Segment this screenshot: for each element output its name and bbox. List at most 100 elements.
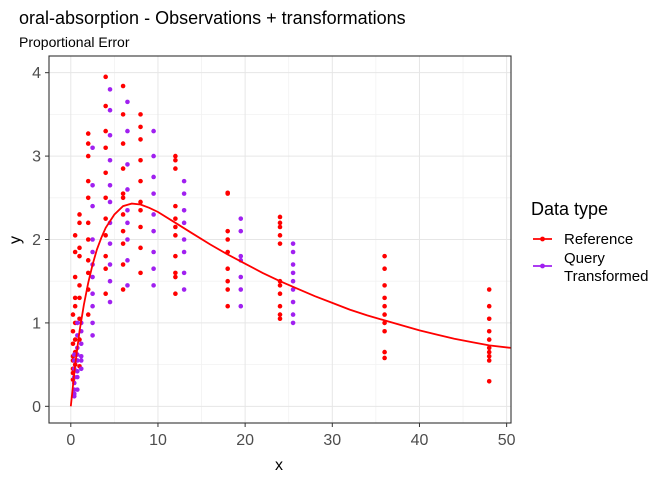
- point-query-transformed: [151, 266, 156, 271]
- legend-entry-label-line: Reference: [564, 231, 633, 248]
- point-query-transformed: [181, 178, 187, 184]
- point-reference: [70, 312, 76, 317]
- point-reference: [72, 249, 78, 255]
- point-query-transformed: [290, 249, 296, 255]
- point-reference: [103, 291, 108, 297]
- point-reference: [138, 137, 143, 142]
- x-tick-label: 30: [323, 432, 341, 449]
- point-reference: [225, 303, 230, 309]
- y-tick-label: 4: [32, 65, 41, 82]
- point-query-transformed: [238, 287, 244, 292]
- point-reference: [138, 199, 143, 205]
- point-reference: [85, 220, 91, 226]
- point-query-transformed: [125, 187, 130, 192]
- point-query-transformed: [107, 199, 113, 205]
- point-reference: [72, 337, 78, 342]
- point-query-transformed: [90, 203, 95, 209]
- point-query-transformed: [181, 220, 187, 226]
- point-query-transformed: [107, 299, 113, 305]
- point-reference: [85, 237, 91, 242]
- point-reference: [277, 283, 283, 288]
- point-reference: [173, 233, 178, 238]
- point-reference: [173, 253, 178, 259]
- point-query-transformed: [125, 283, 130, 288]
- point-reference: [85, 258, 91, 263]
- point-query-transformed: [78, 341, 84, 347]
- point-reference: [173, 153, 178, 159]
- point-query-transformed: [238, 274, 244, 280]
- point-query-transformed: [238, 228, 244, 234]
- point-query-transformed: [151, 249, 156, 255]
- point-reference: [486, 349, 492, 355]
- point-query-transformed: [90, 249, 95, 255]
- point-reference: [277, 214, 283, 220]
- point-reference: [120, 287, 126, 292]
- point-query-transformed: [78, 358, 84, 363]
- point-reference: [277, 303, 283, 309]
- point-query-transformed: [125, 99, 130, 105]
- point-query-transformed: [290, 287, 296, 292]
- point-reference: [77, 245, 82, 251]
- point-query-transformed: [290, 320, 296, 326]
- point-reference: [225, 287, 230, 292]
- point-query-transformed: [151, 128, 156, 134]
- point-reference: [138, 270, 143, 276]
- point-reference: [120, 262, 126, 267]
- point-query-transformed: [238, 216, 244, 221]
- point-reference: [120, 112, 126, 117]
- point-query-transformed: [181, 237, 187, 242]
- point-reference: [486, 316, 492, 322]
- point-query-transformed: [90, 274, 95, 280]
- point-reference: [120, 228, 126, 234]
- point-query-transformed: [181, 270, 187, 276]
- point-reference: [85, 270, 91, 276]
- point-reference: [486, 345, 492, 351]
- point-query-transformed: [107, 278, 113, 284]
- point-query-transformed: [107, 241, 113, 246]
- point-reference: [382, 283, 387, 288]
- point-reference: [277, 220, 283, 226]
- point-reference: [77, 220, 82, 226]
- point-query-transformed: [90, 237, 95, 242]
- x-tick-label: 10: [149, 432, 167, 449]
- point-reference: [103, 216, 108, 221]
- point-reference: [173, 291, 178, 297]
- point-reference: [225, 278, 230, 284]
- point-reference: [120, 195, 126, 201]
- point-query-transformed: [125, 220, 130, 226]
- point-reference: [382, 303, 387, 309]
- point-reference: [103, 103, 108, 109]
- point-reference: [382, 320, 387, 326]
- point-reference: [103, 266, 108, 271]
- point-query-transformed: [290, 312, 296, 317]
- point-query-transformed: [75, 374, 80, 380]
- point-query-transformed: [238, 303, 244, 309]
- point-query-transformed: [75, 320, 80, 326]
- chart-title: oral-absorption - Observations + transfo…: [19, 8, 406, 28]
- point-query-transformed: [181, 208, 187, 213]
- point-reference: [138, 124, 143, 130]
- point-reference: [120, 241, 126, 246]
- point-reference: [277, 233, 283, 238]
- point-query-transformed: [78, 366, 84, 372]
- point-reference: [382, 295, 387, 301]
- point-reference: [72, 233, 78, 238]
- point-reference: [103, 253, 108, 259]
- point-reference: [85, 312, 91, 317]
- point-query-transformed: [75, 368, 80, 374]
- point-reference: [486, 353, 492, 359]
- point-query-transformed: [107, 182, 113, 188]
- point-reference: [382, 328, 387, 334]
- point-reference: [103, 145, 108, 151]
- y-tick-label: 2: [32, 232, 41, 249]
- point-query-transformed: [107, 107, 113, 113]
- point-query-transformed: [90, 303, 95, 309]
- x-tick-label: 0: [66, 432, 75, 449]
- point-query-transformed: [125, 128, 130, 134]
- point-reference: [225, 228, 230, 234]
- point-reference: [85, 141, 91, 146]
- point-query-transformed: [181, 249, 187, 255]
- point-reference: [77, 295, 82, 301]
